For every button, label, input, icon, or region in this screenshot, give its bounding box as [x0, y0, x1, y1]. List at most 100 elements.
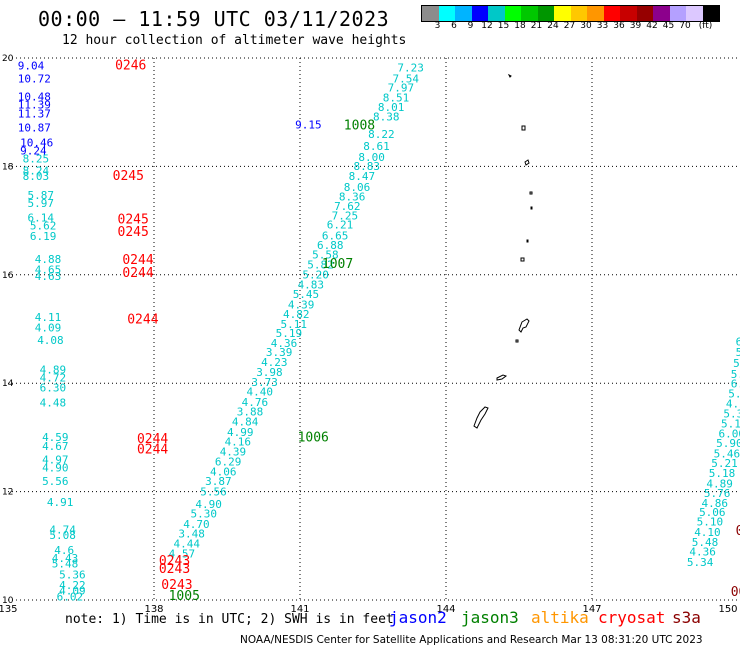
wave-height-value: 8.51: [383, 91, 410, 104]
jason2-wave-value: 10.46: [20, 136, 53, 149]
wave-height-value: 5.48: [52, 557, 79, 570]
colorbar-label: (ft): [698, 21, 713, 31]
jason3-pass-time: 1005: [169, 589, 200, 604]
wave-height-value: 3.48: [178, 528, 205, 541]
island-outline: [529, 191, 533, 195]
wave-height-value: 6.21: [327, 219, 354, 232]
footer-note: note: 1) Time is in UTC; 2) SWH is in fe…: [65, 612, 394, 627]
jason2-wave-value: 9.24: [20, 144, 47, 157]
jason2-wave-value: 11.39: [18, 98, 51, 111]
wave-height-value: 4.84: [232, 415, 259, 428]
cryosat-pass-time: 0244: [137, 432, 168, 447]
cryosat-pass-time: 0245: [113, 169, 144, 184]
jason2-wave-value: 11.37: [18, 108, 51, 121]
cryosat-pass-time: 0245: [118, 212, 149, 227]
colorbar-swatch: [537, 6, 554, 21]
wave-height-value: 5.56: [200, 485, 227, 498]
colorbar-swatch: [570, 6, 587, 21]
colorbar-swatch: [438, 6, 455, 21]
wave-height-value: 4.88: [35, 253, 62, 266]
colorbar-label: 21: [530, 21, 543, 31]
wave-height-value: 5.90: [716, 437, 740, 450]
wave-height-value: 8.00: [358, 151, 385, 164]
wave-height-value: 4.91: [47, 496, 74, 509]
wave-height-value: 3.73: [251, 376, 277, 389]
cryosat-pass-time: 0246: [115, 58, 146, 73]
island-outline: [518, 318, 530, 333]
wave-height-value: 8.47: [349, 170, 376, 183]
wave-height-value: 6.29: [215, 456, 242, 469]
wave-height-value: 7.54: [392, 72, 419, 85]
lon-tick-label: 141: [290, 604, 309, 615]
wave-height-value: 4.70: [183, 518, 210, 531]
colorbar-label: 24: [547, 21, 559, 31]
colorbar-label: 30: [580, 21, 592, 31]
wave-height-value: 5.06: [699, 506, 726, 519]
island-outline: [473, 406, 489, 429]
wave-height-value: 4.74: [49, 523, 76, 536]
wave-height-colorbar: [421, 5, 720, 22]
wave-height-value: 4.16: [225, 436, 252, 449]
jason2-wave-value: 9.15: [295, 118, 322, 131]
colorbar-label: 45: [662, 21, 675, 31]
colorbar-swatch: [669, 6, 686, 21]
colorbar-swatch: [455, 6, 472, 21]
wave-height-value: 7.62: [334, 200, 361, 213]
page-subtitle: 12 hour collection of altimeter wave hei…: [62, 33, 407, 48]
cryosat-pass-time: 0243: [159, 554, 190, 569]
wave-height-value: 4.90: [195, 498, 222, 511]
colorbar-swatch: [702, 6, 719, 21]
wave-height-value: 4.86: [702, 497, 729, 510]
wave-height-value: 5.2: [731, 368, 740, 381]
wave-height-value: 5.10: [697, 516, 724, 529]
wave-height-value: 3.87: [205, 475, 232, 488]
jason2-wave-value: 10.48: [18, 90, 51, 103]
lat-tick-label: 10: [2, 596, 14, 606]
wave-height-value: 8.25: [23, 153, 49, 166]
wave-height-value: 4.89: [706, 477, 733, 490]
wave-height-value: 5.11: [721, 418, 740, 431]
wave-height-value: 8.36: [339, 191, 366, 204]
colorbar-label: 15: [497, 21, 510, 31]
wave-height-value: 5.62: [30, 219, 57, 232]
wave-height-value: 5.56: [42, 475, 69, 488]
colorbar-swatch: [422, 6, 439, 21]
legend-s3a: s3a: [672, 608, 701, 627]
wave-height-value: 5.19: [276, 327, 303, 340]
colorbar-swatch: [653, 6, 670, 21]
wave-height-value: 8.22: [368, 128, 395, 141]
lon-tick-label: 147: [582, 604, 601, 615]
wave-height-value: 5.36: [59, 568, 86, 581]
wave-height-value: 6.30: [40, 381, 66, 394]
wave-height-value: 4.59: [42, 431, 69, 444]
island-outline: [530, 206, 533, 210]
wave-height-value: 4.36: [271, 337, 298, 350]
colorbar-swatch: [587, 6, 604, 21]
island-outline: [520, 257, 525, 262]
wave-height-value: 6.00: [719, 427, 740, 440]
wave-height-value: 4.09: [35, 322, 62, 335]
wave-height-value: 4.36: [689, 546, 716, 559]
colorbar-label: 27: [563, 21, 576, 31]
colorbar-swatch: [686, 6, 703, 21]
wave-height-value: 5.21: [711, 457, 738, 470]
wave-height-value: 5.76: [704, 487, 731, 500]
wave-height-value: 5: [736, 346, 740, 359]
colorbar-label: 39: [629, 21, 642, 31]
lat-tick-label: 14: [2, 379, 14, 389]
wave-height-value: 8.83: [354, 160, 381, 173]
wave-height-value: 3.98: [256, 366, 283, 379]
wave-height-value: 4.63: [35, 270, 62, 283]
colorbar-swatch: [554, 6, 571, 21]
legend-jason2: jason2: [389, 608, 447, 627]
wave-height-value: 4.65: [35, 264, 62, 277]
credit-line: NOAA/NESDIS Center for Satellite Applica…: [240, 634, 703, 646]
wave-height-value: 5.34: [728, 387, 740, 400]
wave-height-value: 5.45: [293, 288, 320, 301]
colorbar-swatch: [471, 6, 488, 21]
legend-altika: altika: [531, 608, 589, 627]
wave-height-value: 4.89: [40, 363, 66, 376]
wave-height-value: 5.18: [709, 467, 736, 480]
colorbar-label: 42: [646, 21, 658, 31]
